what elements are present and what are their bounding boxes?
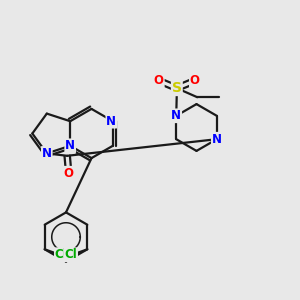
Text: O: O	[190, 74, 200, 87]
Text: N: N	[171, 109, 181, 122]
Text: N: N	[42, 147, 52, 160]
Text: N: N	[212, 133, 222, 146]
Text: S: S	[172, 81, 182, 95]
Text: Cl: Cl	[64, 248, 77, 261]
Text: O: O	[64, 167, 74, 180]
Text: Cl: Cl	[55, 248, 68, 261]
Text: N: N	[106, 115, 116, 128]
Text: O: O	[154, 74, 164, 87]
Text: N: N	[65, 139, 75, 152]
